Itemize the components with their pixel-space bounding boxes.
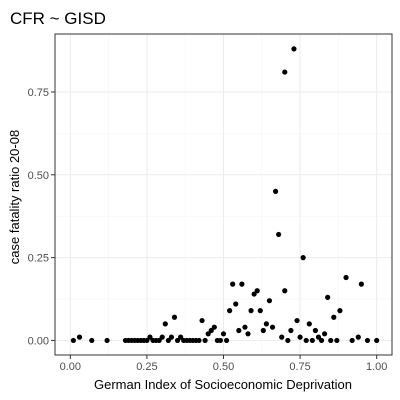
data-point xyxy=(220,331,227,337)
data-point xyxy=(294,317,300,324)
data-point xyxy=(309,337,315,344)
data-point xyxy=(196,337,202,344)
data-point xyxy=(230,281,236,287)
data-point xyxy=(159,334,165,340)
data-point xyxy=(147,334,153,340)
data-point xyxy=(162,321,168,327)
data-point xyxy=(199,317,205,324)
data-point xyxy=(331,314,337,320)
data-point xyxy=(303,337,309,344)
data-point xyxy=(202,337,208,344)
data-point xyxy=(156,337,162,344)
data-point xyxy=(239,281,245,287)
x-tick-label: 0.50 xyxy=(213,361,234,373)
data-point xyxy=(312,327,319,334)
data-point xyxy=(325,294,331,300)
data-point xyxy=(291,46,297,52)
data-point xyxy=(178,334,184,340)
data-point xyxy=(242,324,248,330)
data-point xyxy=(144,337,150,344)
data-point xyxy=(297,334,303,340)
chart-title: CFR ~ GISD xyxy=(10,9,106,28)
data-point xyxy=(165,337,171,344)
data-point xyxy=(174,337,181,344)
data-point xyxy=(171,314,178,320)
data-point xyxy=(318,337,325,344)
data-point xyxy=(306,321,312,327)
data-point xyxy=(223,337,230,344)
data-point xyxy=(104,337,110,344)
data-point xyxy=(285,337,291,344)
data-point xyxy=(263,321,269,327)
data-point xyxy=(279,334,285,340)
data-point xyxy=(208,327,214,334)
data-point xyxy=(168,334,175,340)
data-point xyxy=(364,337,371,344)
data-point xyxy=(282,69,288,75)
y-axis-title: case fatality ratio 20-08 xyxy=(7,130,22,264)
data-point xyxy=(70,337,76,344)
x-axis: 0.00 0.25 0.50 0.75 1.00 xyxy=(60,355,387,373)
data-point xyxy=(76,334,83,340)
x-tick-label: 0.00 xyxy=(60,361,81,373)
data-point xyxy=(276,231,282,238)
data-point xyxy=(343,274,349,281)
data-point xyxy=(257,308,263,314)
data-point xyxy=(211,324,217,330)
data-point xyxy=(374,337,380,344)
data-point xyxy=(355,334,361,340)
y-tick-label: 0.25 xyxy=(28,253,49,265)
y-tick-label: 0.00 xyxy=(28,335,49,347)
data-point xyxy=(227,308,233,314)
plot-grid xyxy=(55,34,392,355)
y-tick-label: 0.75 xyxy=(28,87,49,99)
data-point xyxy=(315,334,322,340)
data-point xyxy=(282,288,288,294)
x-tick-label: 0.25 xyxy=(136,361,157,373)
data-point xyxy=(254,288,260,294)
data-point xyxy=(217,337,224,344)
data-point xyxy=(269,324,276,330)
data-points xyxy=(70,46,380,344)
data-point xyxy=(236,327,242,334)
data-point xyxy=(205,331,211,337)
data-point xyxy=(89,337,95,344)
data-point xyxy=(251,291,257,297)
data-point xyxy=(260,327,266,334)
x-tick-label: 1.00 xyxy=(366,361,387,373)
data-point xyxy=(233,301,239,307)
data-point xyxy=(334,337,340,344)
data-point xyxy=(349,337,355,344)
x-axis-title: German Index of Socioeconomic Deprivatio… xyxy=(94,377,352,392)
data-point xyxy=(328,337,334,344)
y-axis: 0.00 0.25 0.50 0.75 xyxy=(28,87,55,347)
data-point xyxy=(300,255,306,261)
y-tick-label: 0.50 xyxy=(28,170,49,182)
data-point xyxy=(248,308,254,314)
data-point xyxy=(272,188,279,194)
x-tick-label: 0.75 xyxy=(289,361,310,373)
data-point xyxy=(266,298,273,304)
data-point xyxy=(337,308,343,314)
data-point xyxy=(288,327,294,334)
data-point xyxy=(245,331,251,337)
data-point xyxy=(322,331,328,337)
data-point xyxy=(358,281,364,287)
